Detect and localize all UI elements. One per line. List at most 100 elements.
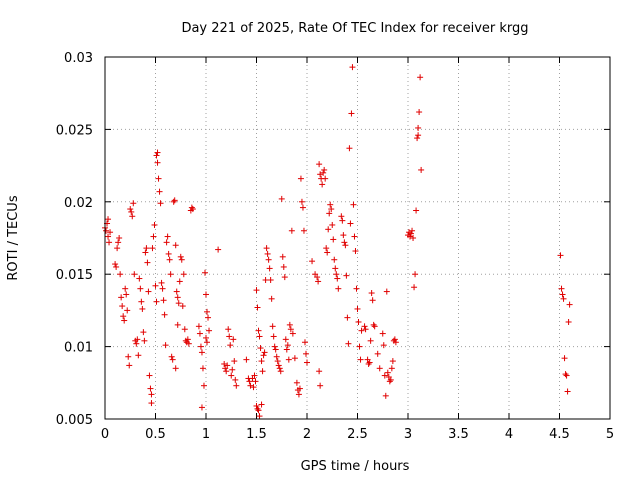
data-point [156, 188, 163, 195]
data-point [230, 336, 237, 343]
data-point [262, 276, 269, 283]
data-point [358, 327, 365, 334]
data-point [133, 340, 140, 347]
data-point [117, 271, 124, 278]
y-tick-label: 0.015 [56, 268, 93, 283]
data-point [172, 365, 179, 372]
data-point [415, 132, 422, 139]
data-point [221, 360, 228, 367]
data-point [300, 227, 307, 234]
data-point [114, 245, 121, 252]
data-point [172, 242, 179, 249]
data-point [418, 166, 425, 173]
data-point [289, 330, 296, 337]
data-point [226, 333, 233, 340]
data-point [333, 271, 340, 278]
data-point [254, 405, 261, 412]
data-point [349, 64, 356, 71]
data-point [369, 297, 376, 304]
data-point [121, 317, 128, 324]
data-point [152, 282, 159, 289]
data-point [417, 74, 424, 81]
data-point [559, 291, 566, 298]
data-point [348, 110, 355, 117]
data-point [270, 333, 277, 340]
y-tick-label: 0.025 [56, 123, 93, 138]
data-point [119, 303, 126, 310]
data-point [330, 236, 337, 243]
data-point [168, 353, 175, 360]
data-point [199, 365, 206, 372]
data-point [407, 233, 414, 240]
data-point [160, 297, 167, 304]
data-point [162, 342, 169, 349]
data-point [283, 346, 290, 353]
data-point [229, 366, 236, 373]
data-point [269, 323, 276, 330]
data-point [368, 290, 375, 297]
data-point [298, 198, 305, 205]
data-point [334, 275, 341, 282]
data-point [410, 235, 417, 241]
data-point [188, 204, 195, 211]
data-point [381, 372, 388, 379]
data-point [223, 368, 230, 375]
data-point [197, 343, 204, 350]
data-point [198, 404, 205, 411]
data-point [177, 253, 184, 260]
data-point [380, 342, 387, 349]
data-point [258, 358, 265, 365]
data-point [409, 227, 416, 234]
data-point [341, 239, 348, 246]
data-point [143, 245, 150, 252]
data-point [345, 340, 352, 347]
x-tick-label: 3 [404, 427, 412, 442]
data-point [408, 230, 415, 237]
data-point [264, 250, 271, 257]
data-point [344, 314, 351, 321]
data-point [560, 295, 567, 302]
data-point [384, 369, 391, 376]
data-point [106, 239, 113, 246]
data-point [142, 249, 149, 256]
y-tick-label: 0.005 [56, 413, 93, 428]
data-point [157, 200, 164, 207]
data-point [126, 362, 133, 369]
y-axis-label: ROTI / TECUs [6, 195, 21, 280]
data-point [346, 145, 353, 152]
data-point [179, 303, 186, 310]
data-point [279, 253, 286, 260]
data-point [144, 259, 151, 266]
data-point [228, 372, 235, 379]
data-point [316, 161, 323, 168]
data-point [138, 298, 145, 305]
data-point [153, 298, 160, 305]
data-point [164, 233, 171, 240]
data-point [256, 413, 263, 420]
data-point [243, 356, 250, 363]
x-tick-labels: 0 0.5 1 1.5 2 2.5 3 3.5 4 4.5 5 [101, 427, 614, 442]
data-point [203, 291, 209, 298]
data-point [367, 337, 374, 344]
data-point [147, 385, 154, 392]
data-point [320, 169, 327, 176]
data-point [153, 152, 160, 159]
x-tick-label: 1 [202, 427, 210, 442]
data-point [105, 216, 112, 223]
x-tick-label: 1.5 [246, 427, 267, 442]
data-point [325, 226, 332, 233]
data-point [254, 304, 261, 311]
data-point [301, 339, 308, 346]
data-point [389, 358, 396, 365]
data-point [195, 323, 202, 330]
data-point [205, 314, 212, 321]
data-point [329, 221, 336, 228]
data-point [391, 336, 398, 343]
data-point [379, 330, 386, 337]
data-point [362, 326, 369, 333]
data-point [272, 346, 279, 353]
data-point [293, 379, 300, 386]
data-point [170, 198, 177, 205]
data-point [261, 349, 268, 356]
data-point [273, 353, 280, 360]
